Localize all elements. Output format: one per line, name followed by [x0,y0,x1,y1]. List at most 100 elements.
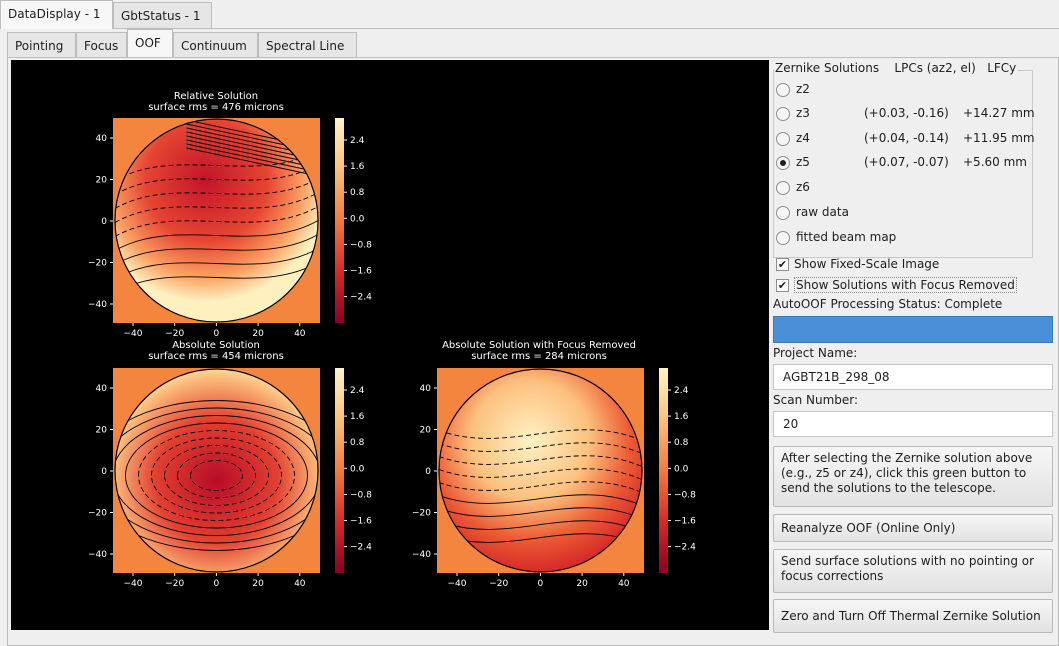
contour-lines [439,429,642,545]
plot-focus-removed: −40 −20 0 20 40 40 20 0 −20 −40 2.4 1.6 0.8 0.0 −0.8 −1… [412,368,696,589]
colorbar-tick-label: −0.8 [350,240,372,250]
y-tick-label: −40 [412,550,431,560]
zernike-option-z3[interactable]: z3 [776,102,810,124]
x-tick-label: −20 [489,579,508,589]
z3-lfc-value: +14.27 mm [963,106,1035,120]
option-label: z6 [796,180,810,194]
check-label: Show Solutions with Focus Removed [794,277,1017,293]
zernike-option-z4[interactable]: z4 [776,127,810,149]
lpc-header: LPCs (az2, el) [894,61,976,75]
tab-gbtstatus[interactable]: GbtStatus - 1 [113,2,212,28]
colorbar-tick-label: 2.4 [350,136,365,146]
colorbar [659,368,668,573]
plot-absolute: −40 −20 0 20 40 40 20 0 −20 −40 2.4 1.6 0.8 0.0 −0.8 −1… [88,368,372,589]
y-tick-label: 0 [425,467,431,477]
button-label: After selecting the Zernike solution abo… [781,451,1033,495]
zernike-option-z6[interactable]: z6 [776,176,810,198]
radio-checked-icon[interactable] [776,155,790,170]
tab-continuum[interactable]: Continuum [173,32,258,58]
y-tick-label: 20 [96,176,108,186]
radio-icon[interactable] [776,106,790,121]
contour-lines [115,119,318,293]
contour-lines [115,400,318,551]
colorbar-tick-label: 1.6 [350,162,365,172]
project-name-label: Project Name: [773,346,858,360]
plot-title-text: Relative Solution [173,91,259,102]
window-tab-bar [0,0,1059,29]
tab-pointing[interactable]: Pointing [7,32,76,58]
x-tick-label: −20 [165,329,184,339]
check-fixed-scale[interactable]: ✔ Show Fixed-Scale Image [776,255,939,273]
radio-icon[interactable] [776,205,790,220]
colorbar-tick-label: 2.4 [350,386,365,396]
button-label: Reanalyze OOF (Online Only) [781,521,956,535]
x-tick-label: 40 [618,579,630,589]
zernike-option-fitted-beam-map[interactable]: fitted beam map [776,226,896,248]
x-tick-label: 20 [252,579,264,589]
tab-label: OOF [135,36,161,50]
colorbar-tick-label: −1.6 [350,517,372,527]
zero-thermal-button[interactable]: Zero and Turn Off Thermal Zernike Soluti… [773,599,1053,633]
tab-label: GbtStatus - 1 [121,9,201,23]
radio-icon[interactable] [776,230,790,245]
y-tick-label: 0 [101,217,107,227]
radio-icon[interactable] [776,82,790,97]
zernike-title: Zernike Solutions [775,61,880,75]
tab-datadisplay[interactable]: DataDisplay - 1 [0,0,113,29]
colorbar-tick-label: −1.6 [674,517,696,527]
x-tick-label: 20 [576,579,588,589]
option-label: z2 [796,82,810,96]
x-tick-label: 0 [214,329,220,339]
x-tick-label: 0 [538,579,544,589]
tab-label: Focus [84,39,119,53]
colorbar-tick-label: −2.4 [350,543,372,553]
send-solutions-button[interactable]: After selecting the Zernike solution abo… [773,446,1053,507]
status-bar [773,316,1053,343]
y-tick-label: 40 [420,384,432,394]
checkmark-icon[interactable]: ✔ [776,279,789,292]
y-tick-label: −40 [88,550,107,560]
z3-lpc-value: (+0.03, -0.16) [864,106,949,120]
colorbar-tick-label: −0.8 [674,490,696,500]
radio-icon[interactable] [776,180,790,195]
x-tick-label: −40 [124,329,143,339]
autooof-status-label: AutoOOF Processing Status: Complete [773,297,1003,311]
scan-number-field[interactable]: 20 [773,411,1053,437]
z4-lpc-value: (+0.04, -0.14) [864,131,949,145]
colorbar-tick-label: 0.0 [350,214,365,224]
send-no-pointing-button[interactable]: Send surface solutions with no pointing … [773,549,1053,593]
option-label: z3 [796,106,810,120]
project-name-field[interactable]: AGBT21B_298_08 [773,364,1053,390]
plot-subtitle-text: surface rms = 284 microns [471,351,607,362]
plot-title-absolute: Absolute Solution surface rms = 454 micr… [86,340,346,362]
y-tick-label: −20 [88,509,107,519]
tab-spectral-line[interactable]: Spectral Line [258,32,357,58]
zernike-header: Zernike Solutions LPCs (az2, el) LFCy [775,61,1019,75]
check-focus-removed[interactable]: ✔ Show Solutions with Focus Removed [776,276,1017,294]
zernike-option-z2[interactable]: z2 [776,78,810,100]
zernike-option-raw-data[interactable]: raw data [776,201,849,223]
tab-label: DataDisplay - 1 [8,7,101,21]
tab-focus[interactable]: Focus [76,32,127,58]
z5-lfc-value: +5.60 mm [963,155,1027,169]
colorbar-tick-label: 2.4 [674,386,689,396]
scan-number-label: Scan Number: [773,393,859,407]
z4-lfc-value: +11.95 mm [963,131,1035,145]
plot-relative: −40 −20 0 20 40 40 20 0 −20 −40 2.4 1.6 0.8 0.0 −0.8 −1… [88,118,372,339]
zernike-option-z5[interactable]: z5 [776,151,810,173]
tab-label: Continuum [181,39,247,53]
x-tick-label: −40 [448,579,467,589]
button-label: Zero and Turn Off Thermal Zernike Soluti… [781,609,1041,623]
option-label: z4 [796,131,810,145]
colorbar-tick-label: 0.8 [350,438,365,448]
option-label: z5 [796,155,810,169]
y-tick-label: −20 [88,259,107,269]
y-tick-label: −20 [412,509,431,519]
reanalyze-oof-button[interactable]: Reanalyze OOF (Online Only) [773,514,1053,542]
checkmark-icon[interactable]: ✔ [776,258,789,271]
plot-subtitle-text: surface rms = 476 microns [148,102,284,113]
option-label: fitted beam map [796,230,897,244]
tab-oof[interactable]: OOF [127,29,173,58]
radio-icon[interactable] [776,131,790,146]
z5-lpc-value: (+0.07, -0.07) [864,155,949,169]
